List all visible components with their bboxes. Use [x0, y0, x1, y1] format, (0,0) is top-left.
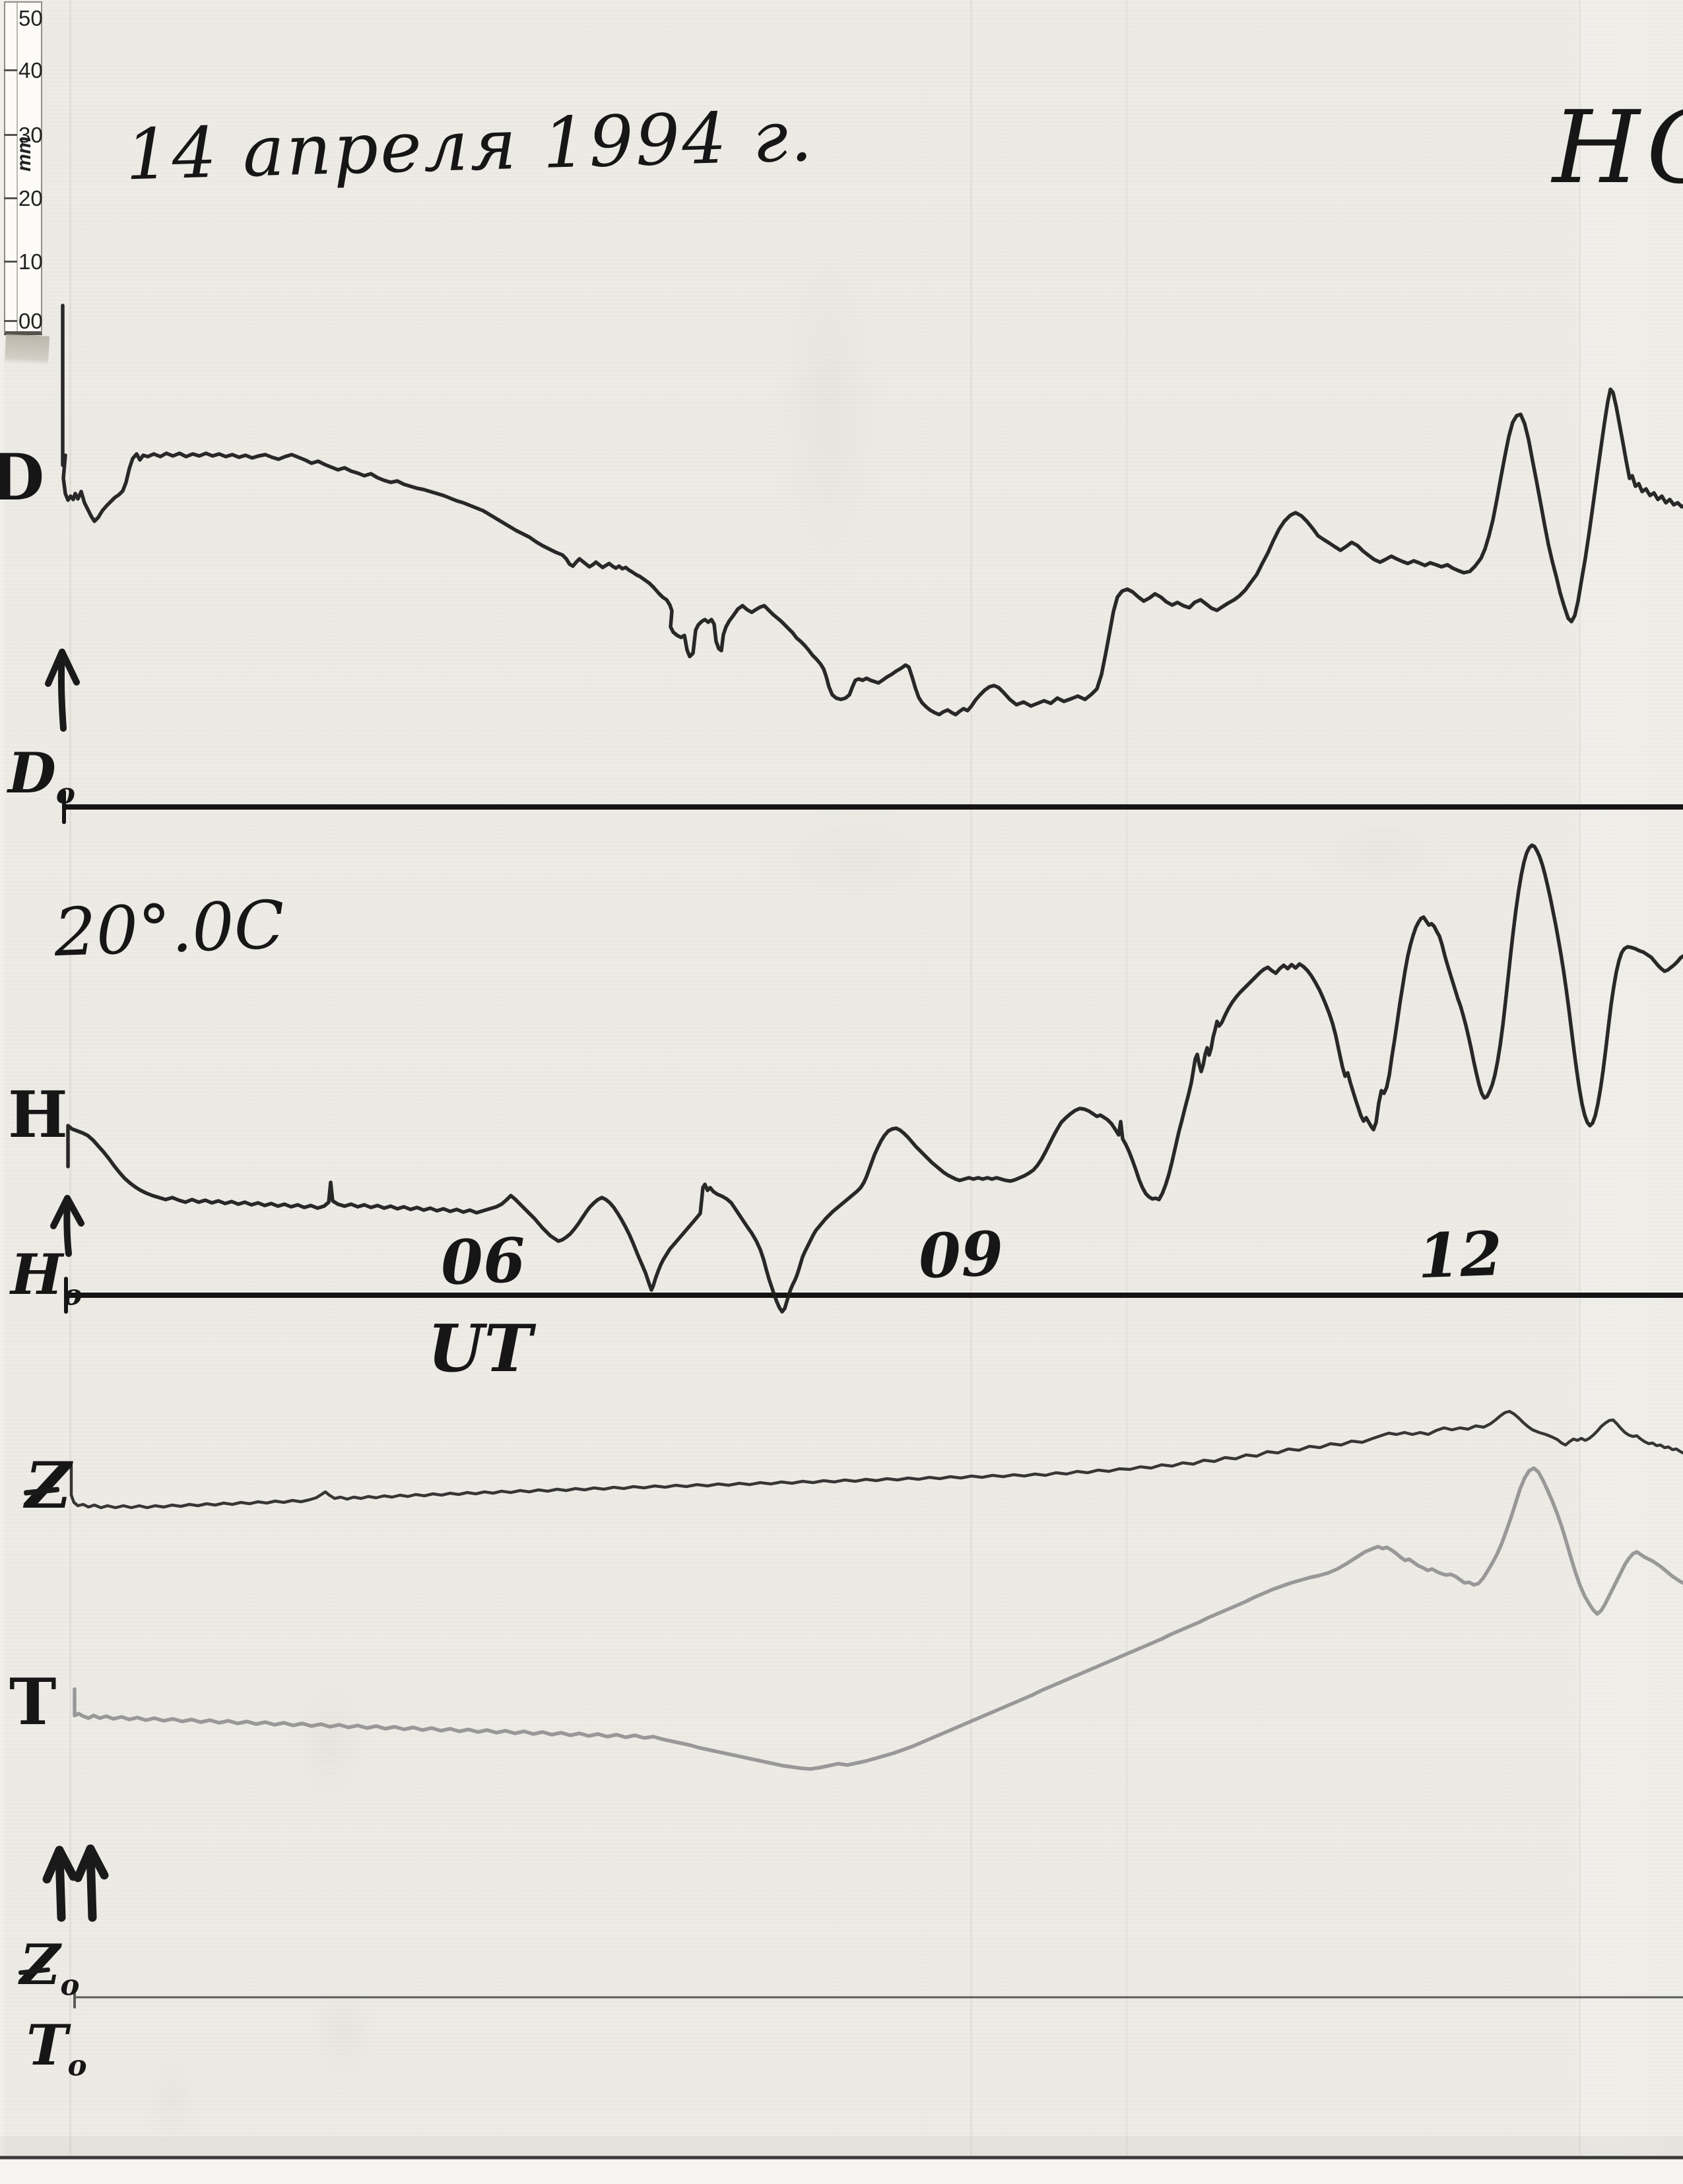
- time-tick-06: 06: [440, 1224, 527, 1299]
- trace-label-z: Z: [25, 1448, 72, 1523]
- ruler-mark-40: 40: [18, 58, 43, 82]
- baseline-label-d0: Do: [8, 740, 75, 811]
- trace-H: [66, 843, 1683, 1314]
- ruler-tick-20: [4, 197, 17, 199]
- h-up-arrow-icon: [50, 1195, 84, 1257]
- observatory-code: НО: [1552, 89, 1683, 206]
- date-title: 14 апреля 1994 г.: [124, 95, 816, 196]
- trace-Z: [69, 1409, 1683, 1510]
- temperature-note: 20°.0C: [53, 885, 286, 972]
- ruler-tick-40: [4, 69, 17, 71]
- mm-ruler: 50 40 30 20 10 00 mm: [4, 1, 43, 335]
- time-axis-unit: UT: [428, 1311, 533, 1387]
- ruler-mark-50: 50: [18, 6, 43, 30]
- baseline-label-z0: Zo: [20, 1932, 80, 2003]
- trace-label-d: D: [0, 440, 45, 515]
- time-tick-12: 12: [1416, 1217, 1503, 1293]
- trace-D: [61, 304, 1683, 717]
- ruler-mark-10: 10: [18, 249, 43, 274]
- ruler-tick-10: [4, 261, 17, 263]
- ruler-mark-30: 30: [18, 123, 43, 147]
- baseline-label-t0: To: [26, 2012, 87, 2083]
- trace-label-t: T: [9, 1665, 57, 1739]
- ruler-tick-00: [4, 320, 17, 322]
- baseline-label-h0: Ho: [11, 1242, 82, 1312]
- time-tick-09: 09: [917, 1217, 1005, 1293]
- ruler-mark-20: 20: [18, 186, 43, 210]
- d-up-arrow-icon: [45, 649, 80, 732]
- trace-label-h: H: [8, 1077, 68, 1152]
- ruler-inner-line: [16, 3, 18, 331]
- ruler-mark-00: 00: [18, 309, 43, 333]
- ruler-tick-30: [4, 134, 17, 136]
- trace-T: [73, 1466, 1683, 1771]
- z0-t0-double-up-arrow-icon: [42, 1844, 109, 1922]
